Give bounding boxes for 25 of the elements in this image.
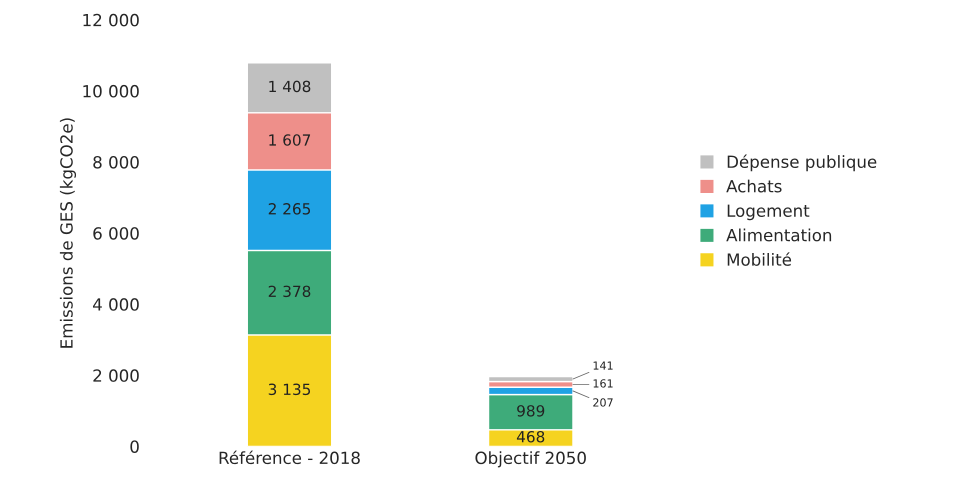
x-tick-label: Référence - 2018	[220, 450, 360, 464]
y-tick-label: 4 000	[92, 298, 139, 311]
y-tick-label: 10 000	[83, 84, 139, 98]
x-tick-label: Objectif 2050	[475, 451, 586, 468]
legend-label: Achats	[726, 180, 782, 192]
data-label: 1 408	[269, 80, 310, 92]
data-label: 2 265	[268, 203, 310, 215]
y-tick-label: 8 000	[93, 156, 139, 169]
legend-label: Mobilité	[728, 252, 792, 266]
legend-label: Alimentation	[726, 228, 832, 242]
data-label: 141	[594, 361, 613, 370]
data-label: 161	[594, 379, 613, 388]
data-label: 468	[516, 430, 544, 443]
y-tick-label: 6 000	[93, 227, 139, 240]
y-axis-title: Emissions de GES (kgCO2e)	[60, 118, 76, 348]
data-label: 1 607	[269, 134, 310, 146]
y-tick-label: 2 000	[93, 369, 139, 382]
legend-label: Logement	[728, 204, 810, 220]
y-tick-label: 0	[130, 440, 139, 453]
data-label: 3 135	[268, 384, 310, 396]
legend-label: Dépense publique	[728, 154, 876, 172]
y-tick-label: 12 000	[83, 14, 139, 26]
data-label: 2 378	[268, 286, 310, 298]
data-label: 989	[517, 405, 544, 417]
data-label: 207	[593, 398, 613, 407]
